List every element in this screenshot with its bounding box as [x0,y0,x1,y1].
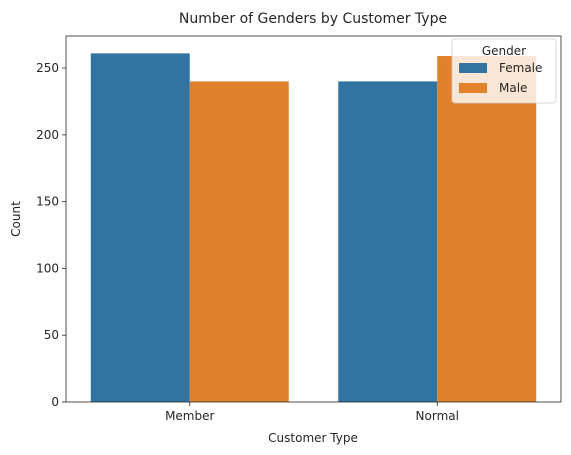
y-tick-label: 250 [36,61,59,75]
x-axis: Member Normal [165,402,459,423]
legend-label-female: Female [499,61,542,75]
bars-group [90,53,537,403]
x-tick-label: Member [165,409,214,423]
y-axis: 0 50 100 150 200 250 [36,61,66,409]
legend-swatch-male [459,83,487,93]
y-tick-label: 200 [36,128,59,142]
legend-label-male: Male [499,81,527,95]
bar-female-member [90,53,190,403]
y-tick-label: 150 [36,195,59,209]
x-axis-label: Customer Type [268,431,358,445]
legend-swatch-female [459,63,487,73]
bar-female-normal [338,81,438,402]
y-tick-label: 100 [36,261,59,275]
bar-male-member [189,81,289,402]
plot-frame [65,35,562,403]
y-tick-label: 50 [44,328,59,342]
y-axis-label: Count [9,201,23,237]
bar-male-normal [437,56,537,402]
y-tick-label: 0 [51,395,59,409]
chart-title: Number of Genders by Customer Type [179,11,447,27]
legend-title: Gender [482,44,526,58]
x-tick-label: Normal [416,409,459,423]
legend: Gender Female Male [451,38,557,104]
